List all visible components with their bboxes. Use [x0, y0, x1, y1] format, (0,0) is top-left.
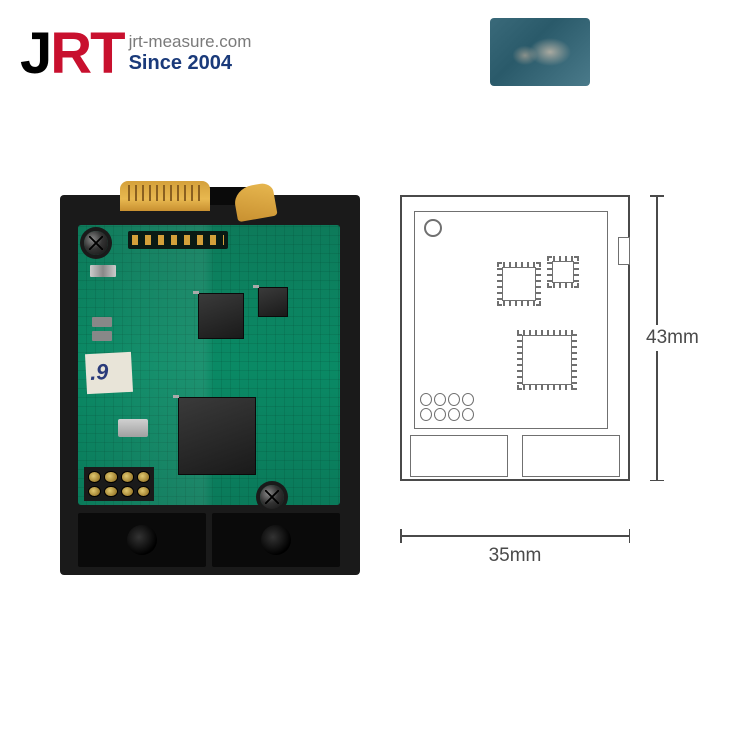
- diagram-chip-small: [552, 261, 574, 283]
- dimension-width-label: 35mm: [489, 545, 542, 567]
- diagram-mcu: [522, 335, 572, 385]
- screw-top-left: [84, 231, 108, 255]
- diagram-outline: [400, 195, 630, 481]
- label-tape: .9: [85, 352, 133, 394]
- logo-since: Since 2004: [129, 52, 252, 74]
- ic-chip-small: [258, 287, 288, 317]
- smd-component: [92, 331, 112, 341]
- logo-letter-r: R: [50, 20, 87, 87]
- brand-header: J R T jrt-measure.com Since 2004: [20, 20, 251, 87]
- content-row: .9: [0, 180, 750, 590]
- lens-area: [78, 513, 340, 567]
- logo-text: jrt-measure.com Since 2004: [129, 33, 252, 74]
- smd-component: [92, 317, 112, 327]
- dimension-height: 43mm: [646, 195, 686, 481]
- mcu-chip: [178, 397, 256, 475]
- header-pins: [84, 467, 154, 501]
- flex-cable-left: [120, 181, 210, 211]
- diagram-side-notch: [618, 237, 630, 265]
- logo-mark: J R T: [20, 20, 121, 87]
- diagram-header-pins: [420, 393, 474, 421]
- pcb-module-photo: .9: [60, 195, 360, 575]
- logo-letter-t: T: [90, 20, 120, 87]
- ic-chip: [198, 293, 244, 339]
- dimension-line-h: [400, 535, 630, 537]
- pcb-board: .9: [78, 225, 340, 505]
- dimension-height-label: 43mm: [646, 325, 699, 351]
- diagram-chip: [502, 267, 536, 301]
- inset-photo: [490, 18, 590, 86]
- smd-component: [90, 265, 116, 277]
- lens-slot: [212, 513, 340, 567]
- logo-letter-j: J: [20, 20, 47, 87]
- diagram-mounting-hole: [424, 219, 442, 237]
- logo-url: jrt-measure.com: [129, 33, 252, 52]
- lens-slot: [78, 513, 206, 567]
- dimension-width: 35mm: [400, 527, 630, 567]
- dimension-diagram: 43mm 35mm: [400, 195, 690, 575]
- screw-bottom-right: [260, 485, 284, 509]
- pin-row-top: [128, 231, 228, 249]
- diagram-lens-slots: [410, 435, 620, 477]
- crystal-oscillator: [118, 419, 148, 437]
